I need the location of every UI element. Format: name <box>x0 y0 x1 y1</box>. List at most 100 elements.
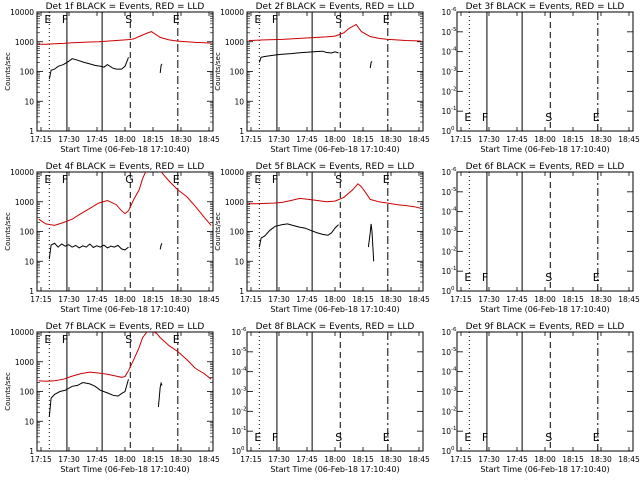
series-lld-line <box>38 172 212 226</box>
marker-label: S <box>545 431 552 444</box>
y-tick-exponent: -4 <box>451 207 457 213</box>
x-axis-label: Start Time (06-Feb-18 17:10:40) <box>270 465 399 474</box>
panel-det-6: Det 6f BLACK = Events, RED = LLD 17:15 17:… <box>441 162 640 314</box>
panel-title: Det 8f BLACK = Events, RED = LLD <box>256 322 415 332</box>
y-tick-exponent: -1 <box>241 426 246 432</box>
y-tick-label: 10 <box>231 328 241 337</box>
panel-title: Det 6f BLACK = Events, RED = LLD <box>466 162 625 172</box>
y-tick-exponent: -3 <box>451 227 457 233</box>
series-events-line <box>258 223 339 248</box>
plot-frame <box>246 11 424 132</box>
panel-title: Det 5f BLACK = Events, RED = LLD <box>256 162 415 172</box>
y-tick-exponent: -2 <box>241 406 246 412</box>
series-events-line <box>157 381 163 408</box>
x-tick-label: 18:00 <box>324 455 346 464</box>
x-tick-label: 18:45 <box>618 295 640 304</box>
x-tick-label: 18:00 <box>114 135 136 144</box>
x-tick-label: 17:15 <box>30 295 52 304</box>
x-tick-label: 18:30 <box>380 135 402 144</box>
series-events-line <box>48 242 129 259</box>
marker-label: E <box>44 333 51 346</box>
y-tick-label: 10000 <box>220 168 244 177</box>
x-tick-label: 18:30 <box>380 455 402 464</box>
marker-label: S <box>335 13 342 26</box>
y-tick-label: 10 <box>441 287 451 296</box>
marker-label: S <box>335 431 342 444</box>
marker-label: S <box>545 271 552 284</box>
marker-label: E <box>464 431 471 444</box>
x-tick-label: 17:45 <box>86 295 108 304</box>
y-tick-label: 10 <box>441 328 451 337</box>
y-tick-label: 1000 <box>225 38 244 47</box>
x-tick-label: 18:15 <box>562 455 584 464</box>
y-tick-exponent: -2 <box>451 406 456 412</box>
series-lld-line <box>38 31 212 45</box>
y-tick-label: 10 <box>441 447 451 456</box>
panel-title: Det 2f BLACK = Events, RED = LLD <box>256 2 415 12</box>
x-tick-label: 17:15 <box>240 295 262 304</box>
y-tick-label: 10 <box>441 388 451 397</box>
y-tick-exponent: 0 <box>451 126 455 132</box>
y-tick-label: 10 <box>441 427 451 436</box>
x-tick-label: 17:45 <box>296 295 318 304</box>
x-tick-label: 18:00 <box>534 135 556 144</box>
y-tick-exponent: -1 <box>451 426 456 432</box>
marker-label: E <box>254 173 261 186</box>
x-tick-label: 18:30 <box>170 135 192 144</box>
x-axis-label: Start Time (06-Feb-18 17:10:40) <box>480 305 609 314</box>
marker-label: E <box>383 13 390 26</box>
x-tick-label: 18:00 <box>324 135 346 144</box>
marker-label: E <box>173 173 180 186</box>
y-tick-label: 10 <box>441 267 451 276</box>
y-axis-label: Counts/sec <box>4 212 12 251</box>
marker-label: E <box>593 111 600 124</box>
x-tick-label: 17:45 <box>506 135 528 144</box>
x-axis-label: Start Time (06-Feb-18 17:10:40) <box>480 465 609 474</box>
y-tick-label: 10000 <box>220 8 244 17</box>
series-events-line <box>159 63 163 73</box>
y-tick-exponent: -5 <box>451 347 457 353</box>
y-tick-exponent: -3 <box>451 387 457 393</box>
x-tick-label: 17:30 <box>58 135 80 144</box>
panel-det-3: Det 3f BLACK = Events, RED = LLD 17:15 17:… <box>441 2 640 154</box>
marker-label: S <box>125 13 132 26</box>
x-axis-label: Start Time (06-Feb-18 17:10:40) <box>270 305 399 314</box>
y-tick-label: 10 <box>231 427 241 436</box>
y-tick-label: 10 <box>231 407 241 416</box>
x-tick-label: 18:45 <box>408 135 430 144</box>
y-tick-label: 10 <box>24 97 34 106</box>
y-axis-label: Counts/sec <box>214 212 222 251</box>
y-tick-label: 10 <box>24 257 34 266</box>
y-tick-label: 10 <box>441 107 451 116</box>
series-events-line <box>258 50 339 63</box>
marker-label: E <box>44 173 51 186</box>
y-tick-label: 100 <box>230 68 245 77</box>
y-tick-label: 10000 <box>10 8 34 17</box>
y-tick-label: 1000 <box>15 38 34 47</box>
x-tick-label: 18:15 <box>352 135 374 144</box>
y-tick-label: 1 <box>239 287 244 296</box>
marker-label: F <box>272 431 278 444</box>
y-tick-exponent: -6 <box>451 167 457 173</box>
y-axis-label: Counts/sec <box>214 52 222 91</box>
panel-title: Det 9f BLACK = Events, RED = LLD <box>466 322 625 332</box>
y-tick-label: 10000 <box>10 328 34 337</box>
y-tick-label: 1000 <box>225 198 244 207</box>
x-tick-label: 17:15 <box>240 455 262 464</box>
y-tick-label: 10 <box>441 208 451 217</box>
y-tick-label: 10 <box>231 388 241 397</box>
x-tick-label: 17:15 <box>450 135 472 144</box>
x-tick-label: 18:30 <box>590 135 612 144</box>
y-tick-label: 10 <box>231 348 241 357</box>
panel-det-8: Det 8f BLACK = Events, RED = LLD 17:15 17:… <box>231 322 430 474</box>
series-events-line <box>159 243 163 250</box>
y-tick-label: 10 <box>231 368 241 377</box>
y-tick-label: 10 <box>441 68 451 77</box>
panel-det-7: Det 7f BLACK = Events, RED = LLD 17:15 17:… <box>4 322 220 474</box>
x-tick-label: 17:30 <box>268 455 290 464</box>
panel-title: Det 1f BLACK = Events, RED = LLD <box>46 2 205 12</box>
x-tick-label: 18:00 <box>114 455 136 464</box>
marker-label: F <box>482 271 488 284</box>
x-axis-label: Start Time (06-Feb-18 17:10:40) <box>480 145 609 154</box>
y-tick-label: 1000 <box>15 358 34 367</box>
